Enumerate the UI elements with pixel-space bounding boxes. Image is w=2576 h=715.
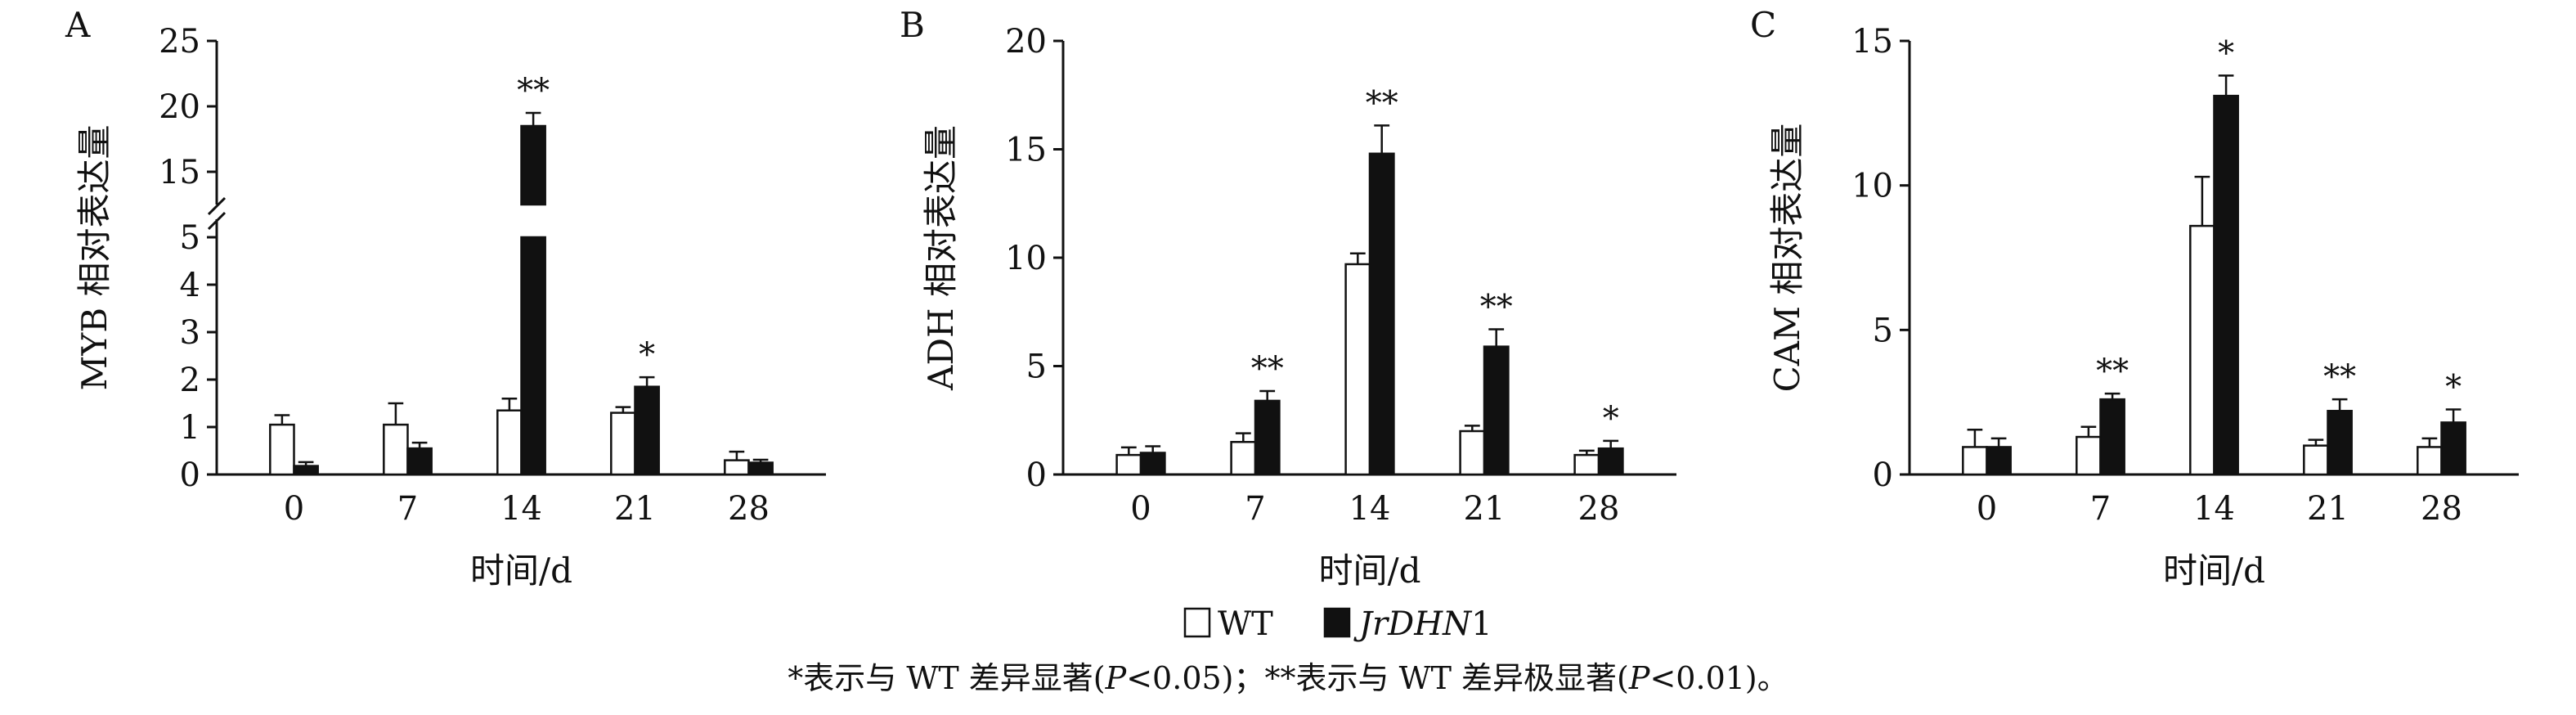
bar-jrdhn1 [1986, 446, 2012, 476]
y-tick-label: 15 [1851, 23, 1893, 61]
bar-jrdhn1 [293, 465, 319, 476]
bar-wt [724, 459, 750, 476]
x-tick-label: 28 [1578, 490, 1620, 528]
bar-wt [1573, 453, 1600, 476]
significance-label: ** [2323, 358, 2356, 396]
bar-jrdhn1 [1254, 399, 1281, 476]
panel-label: C [1750, 5, 1776, 45]
significance-label: ** [1480, 288, 1513, 326]
legend: WT JrDHN1 [1183, 605, 1492, 643]
y-axis-title: CAM 相对表达量 [1767, 124, 1807, 393]
legend-wt-label: WT [1218, 605, 1273, 643]
bar-wt [2417, 446, 2443, 476]
y-tick-label: 5 [180, 219, 200, 257]
bar-jrdhn1 [1597, 447, 1624, 476]
bar-wt [1344, 263, 1371, 476]
x-tick-label: 28 [728, 490, 770, 528]
axis-break-mark [207, 211, 227, 231]
axis-break-mark [207, 196, 227, 216]
x-tick-label: 7 [1245, 490, 1265, 528]
y-tick-label: 0 [1026, 456, 1047, 494]
significance-label: ** [2096, 353, 2129, 390]
bar-jrdhn1 [634, 385, 660, 476]
y-tick-label: 25 [159, 23, 200, 61]
legend-wt-swatch [1183, 607, 1211, 638]
y-tick-label: 5 [1026, 349, 1047, 386]
footnote: *表示与 WT 差异显著(P<0.05)；**表示与 WT 差异极显著(P<0.… [788, 660, 1788, 696]
significance-label: ** [1251, 350, 1284, 388]
y-tick-label: 5 [1873, 312, 1893, 349]
bar-wt [269, 423, 295, 476]
y-tick-label: 1 [180, 409, 200, 447]
bar-jrdhn1 [1139, 452, 1166, 476]
x-tick-label: 14 [1349, 490, 1391, 528]
y-tick-label: 3 [180, 314, 200, 352]
significance-label: ** [1366, 84, 1398, 122]
x-tick-label: 28 [2421, 490, 2462, 528]
y-tick-label: 15 [159, 154, 200, 191]
y-axis-title: ADH 相对表达量 [921, 125, 961, 391]
bar-wt [1230, 441, 1257, 476]
x-tick-label: 21 [1464, 490, 1506, 528]
bar-wt [1459, 429, 1486, 476]
significance-label: * [2218, 34, 2234, 72]
bar-wt [383, 423, 409, 476]
legend-mutant-swatch [1323, 607, 1351, 638]
y-tick-label: 20 [1005, 23, 1047, 61]
x-tick-label: 0 [284, 490, 304, 528]
legend-mutant-label: JrDHN1 [1353, 605, 1492, 643]
bar-wt [2076, 435, 2102, 476]
y-tick-label: 20 [159, 88, 200, 126]
y-tick-label: 10 [1851, 168, 1893, 205]
bar-jrdhn1 [2099, 398, 2125, 476]
x-tick-label: 0 [1130, 490, 1151, 528]
bar-jrdhn1 [520, 124, 546, 206]
x-tick-label: 14 [500, 490, 542, 528]
x-tick-label: 21 [2307, 490, 2349, 528]
significance-label: * [1603, 400, 1619, 438]
bar-jrdhn1 [406, 447, 433, 476]
bar-wt [1115, 453, 1142, 476]
y-tick-label: 0 [1873, 456, 1893, 494]
x-axis-title: 时间/d [2163, 551, 2265, 591]
bar-wt [1962, 446, 1988, 476]
bar-jrdhn1 [2327, 410, 2353, 476]
y-tick-label: 0 [180, 456, 200, 494]
bar-jrdhn1 [1483, 345, 1510, 476]
panel-label: B [900, 5, 925, 45]
bar-jrdhn1 [747, 461, 774, 476]
y-tick-label: 4 [180, 267, 200, 304]
bar-jrdhn1 [1368, 152, 1395, 476]
bar-wt [496, 409, 523, 476]
bar-jrdhn1 [520, 236, 546, 476]
x-tick-label: 21 [614, 490, 656, 528]
bar-wt [2189, 224, 2215, 476]
x-tick-label: 0 [1977, 490, 1997, 528]
y-tick-label: 10 [1005, 240, 1047, 277]
significance-label: ** [517, 72, 550, 110]
x-tick-label: 7 [397, 490, 418, 528]
y-axis-title: MYB 相对表达量 [74, 125, 114, 391]
x-tick-label: 7 [2090, 490, 2111, 528]
bar-jrdhn1 [2213, 94, 2239, 476]
x-axis-title: 时间/d [470, 551, 572, 591]
x-axis-title: 时间/d [1318, 551, 1420, 591]
bar-wt [610, 411, 636, 476]
y-tick-label: 15 [1005, 132, 1047, 169]
bar-wt [2303, 444, 2329, 476]
significance-label: * [639, 336, 655, 374]
y-tick-label: 2 [180, 362, 200, 399]
significance-label: * [2445, 369, 2462, 407]
panel-label: A [65, 5, 91, 45]
bar-jrdhn1 [2440, 421, 2466, 476]
x-tick-label: 14 [2193, 490, 2235, 528]
